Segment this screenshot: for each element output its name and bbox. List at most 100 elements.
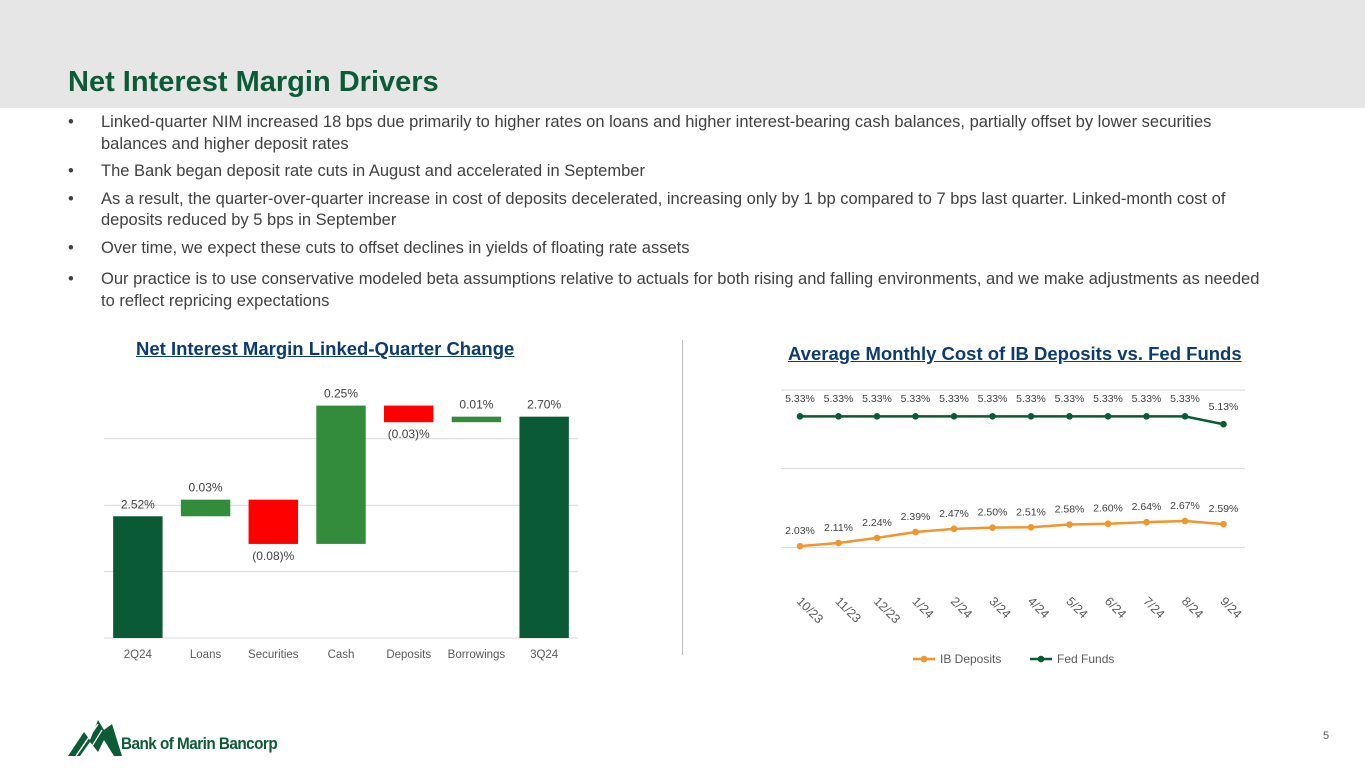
data-label: 2.24% (862, 517, 892, 529)
waterfall-bar (113, 516, 163, 638)
data-point (1220, 420, 1227, 428)
data-label: 2.58% (1055, 504, 1085, 516)
data-point (989, 524, 996, 531)
data-label: 5.33% (939, 393, 969, 405)
data-point (1066, 521, 1073, 528)
data-label: 5.33% (978, 393, 1008, 405)
x-tick-label: 2Q24 (124, 649, 153, 661)
data-point (1027, 523, 1035, 531)
x-tick-label: 11/23 (832, 594, 863, 625)
data-point (1104, 413, 1112, 420)
bullet-dot: • (68, 189, 74, 208)
data-point (950, 525, 958, 533)
data-label: 2.39% (901, 511, 931, 523)
data-point (873, 413, 881, 420)
x-tick-label: Securities (248, 649, 299, 661)
data-label: 5.33% (1132, 393, 1162, 405)
data-label: 5.33% (1170, 393, 1200, 405)
data-point (1143, 518, 1150, 526)
data-label: 2.67% (1170, 500, 1200, 512)
x-tick-label: 1/24 (909, 594, 936, 621)
page-title: Net Interest Margin Drivers (68, 66, 439, 98)
data-point (1066, 413, 1073, 420)
bullet-item: • Over time, we expect these cuts to offs… (68, 238, 1268, 260)
data-label: 5.33% (1055, 393, 1085, 405)
x-tick-label: 6/24 (1102, 594, 1129, 621)
page-number: 5 (1323, 730, 1330, 742)
x-tick-label: 5/24 (1063, 594, 1090, 621)
waterfall-bar (316, 405, 366, 544)
data-label: 2.59% (1209, 503, 1239, 515)
data-point (835, 539, 842, 547)
data-label: 2.64% (1132, 501, 1162, 513)
data-label: (0.08)% (252, 549, 294, 563)
data-label: 5.33% (862, 393, 892, 405)
data-label: 5.33% (824, 393, 854, 405)
x-tick-label: 10/23 (794, 594, 826, 626)
x-tick-label: 4/24 (1025, 594, 1052, 621)
bullet-dot: • (68, 270, 74, 288)
waterfall-chart-title: Net Interest Margin Linked-Quarter Chang… (136, 338, 515, 359)
data-label: 2.03% (785, 525, 815, 537)
data-point (796, 542, 804, 550)
x-tick-label: Cash (328, 649, 355, 661)
bullet-item: • As a result, the quarter-over-quarter i… (68, 189, 1226, 230)
x-tick-label: 3Q24 (530, 649, 559, 661)
legend-label: IB Deposits (940, 652, 1001, 666)
x-tick-label: 12/23 (871, 594, 903, 626)
data-label: 2.50% (978, 507, 1008, 519)
data-label: 2.47% (939, 508, 969, 520)
series-line-ib-deposits (799, 519, 1224, 548)
x-tick-label: 8/24 (1179, 594, 1206, 621)
bullet-dot: • (68, 162, 74, 180)
data-label: 0.01% (459, 398, 493, 412)
line-chart-title: Average Monthly Cost of IB Deposits vs. … (788, 343, 1242, 364)
x-tick-label: 2/24 (948, 594, 975, 621)
data-point (835, 413, 842, 420)
bullet-item: • The Bank began deposit rate cuts in Aug… (68, 161, 1268, 183)
waterfall-bar (451, 416, 502, 423)
data-label: 5.33% (785, 393, 815, 405)
x-tick-label: Borrowings (448, 649, 506, 661)
logo-text: Bank of Marin Bancorp (121, 734, 278, 753)
data-label: 5.33% (1093, 393, 1123, 405)
chart-divider (682, 340, 683, 655)
header-band (0, 0, 1365, 108)
series-line-fed-funds (800, 415, 1224, 426)
bullet-list: • Linked-quarter NIM increased 18 bps due… (68, 112, 1268, 318)
data-point (1104, 520, 1112, 528)
x-tick-label: 9/24 (1217, 594, 1244, 621)
logo-mountain-icon (68, 720, 122, 757)
data-label: 2.60% (1093, 503, 1123, 515)
data-label: (0.03)% (388, 427, 430, 441)
data-point (796, 413, 804, 420)
waterfall-bar (519, 416, 569, 638)
data-point (912, 528, 919, 536)
data-point (1027, 413, 1035, 420)
bullet-dot: • (68, 113, 74, 131)
data-label: 5.13% (1209, 401, 1239, 413)
data-label: 2.51% (1016, 506, 1046, 518)
x-tick-label: Deposits (386, 649, 431, 661)
legend-label: Fed Funds (1057, 652, 1114, 666)
bullet-item: • Linked-quarter NIM increased 18 bps due… (68, 113, 1212, 153)
data-point (1181, 517, 1189, 525)
data-label: 2.11% (824, 522, 853, 534)
waterfall-bar (248, 499, 299, 544)
waterfall-bar (180, 499, 231, 517)
data-label: 2.70% (527, 398, 561, 412)
data-point (1143, 413, 1150, 420)
legend-swatch-marker (1037, 655, 1045, 663)
bullet-dot: • (68, 238, 74, 257)
data-point (912, 413, 919, 420)
data-point (1220, 520, 1227, 528)
x-tick-label: 7/24 (1140, 594, 1167, 621)
x-tick-label: 3/24 (986, 594, 1013, 621)
data-label: 5.33% (901, 393, 931, 405)
waterfall-chart: 2.52% 2Q24 0.03% Loans (0.08)% Securities 0.25… (104, 387, 578, 661)
legend-swatch-marker (920, 655, 928, 663)
data-point (950, 413, 958, 420)
data-label: 2.52% (121, 497, 155, 511)
data-label: 0.25% (324, 387, 358, 401)
line-chart: 2.03% 2.11% 2.24% 2.39% 2.47% 2.50% 2.51% 2.58%… (781, 389, 1245, 666)
